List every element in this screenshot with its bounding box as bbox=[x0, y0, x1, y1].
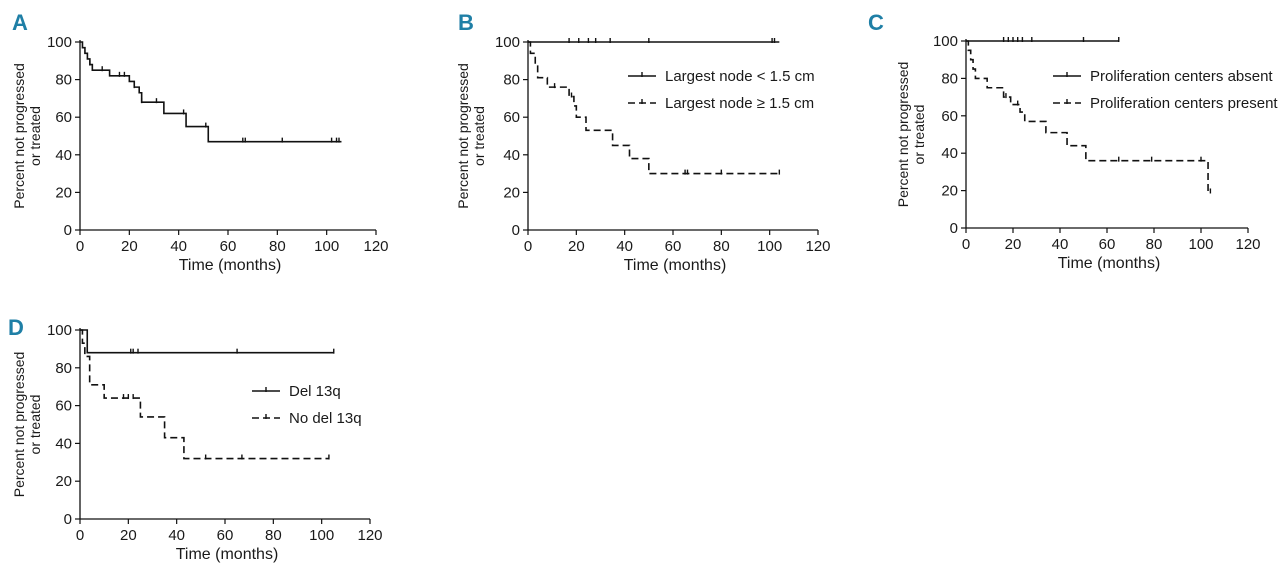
x-axis-title: Time (months) bbox=[624, 257, 727, 274]
x-tick-label: 120 bbox=[357, 527, 382, 544]
y-axis-title: Percent not progressed bbox=[11, 63, 27, 209]
y-axis-title: Percent not progressed bbox=[895, 62, 911, 208]
y-tick-label: 100 bbox=[933, 33, 958, 50]
y-tick-label: 80 bbox=[55, 72, 72, 89]
panel-letter: A bbox=[12, 10, 28, 35]
y-tick-label: 0 bbox=[512, 222, 520, 239]
x-tick-label: 80 bbox=[1146, 236, 1163, 253]
x-tick-label: 120 bbox=[805, 238, 830, 255]
x-axis-title: Time (months) bbox=[176, 546, 279, 563]
y-tick-label: 100 bbox=[47, 322, 72, 339]
y-tick-label: 40 bbox=[55, 147, 72, 164]
y-tick-label: 40 bbox=[503, 147, 520, 164]
panel-D: D 0 20 40 60 80 100 120 0 20 40 60 80 100 Time (months… bbox=[8, 315, 383, 563]
y-tick-label: 20 bbox=[941, 183, 958, 200]
y-tick-label: 40 bbox=[941, 145, 958, 162]
y-tick-label: 0 bbox=[64, 511, 72, 528]
x-tick-label: 60 bbox=[217, 527, 234, 544]
x-tick-label: 20 bbox=[120, 527, 137, 544]
x-axis-title: Time (months) bbox=[179, 257, 282, 274]
survival-curve-solid bbox=[80, 41, 342, 143]
y-tick-label: 80 bbox=[55, 360, 72, 377]
y-axis-title: or treated bbox=[27, 106, 43, 166]
y-axis-title: or treated bbox=[27, 395, 43, 455]
y-tick-label: 60 bbox=[55, 109, 72, 126]
x-tick-label: 80 bbox=[265, 527, 282, 544]
panel-letter: B bbox=[458, 10, 474, 35]
x-tick-label: 40 bbox=[170, 238, 187, 255]
x-tick-label: 40 bbox=[168, 527, 185, 544]
panel-A: A 0 20 40 60 80 100 120 0 20 40 60 80 100 Time (months… bbox=[11, 10, 389, 274]
y-tick-label: 60 bbox=[503, 109, 520, 126]
survival-curve-solid bbox=[80, 329, 334, 354]
x-tick-label: 60 bbox=[220, 238, 237, 255]
x-tick-label: 100 bbox=[1188, 236, 1213, 253]
x-tick-label: 20 bbox=[568, 238, 585, 255]
legend-label: Proliferation centers present bbox=[1090, 95, 1278, 112]
panel-C: C 0 20 40 60 80 100 120 0 20 40 60 80 100 Time (months… bbox=[868, 10, 1278, 272]
panel-B: B 0 20 40 60 80 100 120 0 20 40 60 80 100 Time (months… bbox=[455, 10, 831, 274]
x-tick-label: 80 bbox=[269, 238, 286, 255]
x-tick-label: 40 bbox=[1052, 236, 1069, 253]
x-axis-title: Time (months) bbox=[1058, 255, 1161, 272]
x-tick-label: 120 bbox=[363, 238, 388, 255]
y-tick-label: 60 bbox=[55, 398, 72, 415]
y-tick-label: 80 bbox=[503, 72, 520, 89]
x-tick-label: 40 bbox=[616, 238, 633, 255]
x-tick-label: 100 bbox=[309, 527, 334, 544]
panel-letter: C bbox=[868, 10, 884, 35]
y-tick-label: 100 bbox=[495, 34, 520, 51]
y-axis-title: or treated bbox=[911, 105, 927, 165]
x-tick-label: 100 bbox=[757, 238, 782, 255]
y-tick-label: 0 bbox=[64, 222, 72, 239]
survival-curve-dashed bbox=[80, 329, 329, 460]
x-tick-label: 0 bbox=[76, 238, 84, 255]
x-tick-label: 0 bbox=[76, 527, 84, 544]
x-tick-label: 80 bbox=[713, 238, 730, 255]
legend-label: Largest node ≥ 1.5 cm bbox=[665, 95, 814, 112]
legend-label: Del 13q bbox=[289, 383, 341, 400]
x-tick-label: 0 bbox=[962, 236, 970, 253]
y-tick-label: 20 bbox=[55, 184, 72, 201]
x-tick-label: 60 bbox=[665, 238, 682, 255]
x-tick-label: 100 bbox=[314, 238, 339, 255]
x-tick-label: 0 bbox=[524, 238, 532, 255]
survival-curve-dashed bbox=[528, 41, 780, 175]
y-axis-title: Percent not progressed bbox=[455, 63, 471, 209]
y-tick-label: 60 bbox=[941, 108, 958, 125]
y-tick-label: 100 bbox=[47, 34, 72, 51]
x-tick-label: 20 bbox=[1005, 236, 1022, 253]
legend-label: Largest node < 1.5 cm bbox=[665, 68, 815, 85]
y-tick-label: 20 bbox=[55, 473, 72, 490]
y-tick-label: 40 bbox=[55, 435, 72, 452]
y-axis-title: Percent not progressed bbox=[11, 352, 27, 498]
legend-label: Proliferation centers absent bbox=[1090, 68, 1273, 85]
x-tick-label: 20 bbox=[121, 238, 138, 255]
x-tick-label: 120 bbox=[1235, 236, 1260, 253]
y-tick-label: 20 bbox=[503, 184, 520, 201]
panel-letter: D bbox=[8, 315, 24, 340]
y-tick-label: 80 bbox=[941, 70, 958, 87]
x-tick-label: 60 bbox=[1099, 236, 1116, 253]
y-axis-title: or treated bbox=[471, 106, 487, 166]
y-tick-label: 0 bbox=[950, 220, 958, 237]
survival-curve-dashed bbox=[966, 40, 1211, 194]
legend-label: No del 13q bbox=[289, 410, 362, 427]
